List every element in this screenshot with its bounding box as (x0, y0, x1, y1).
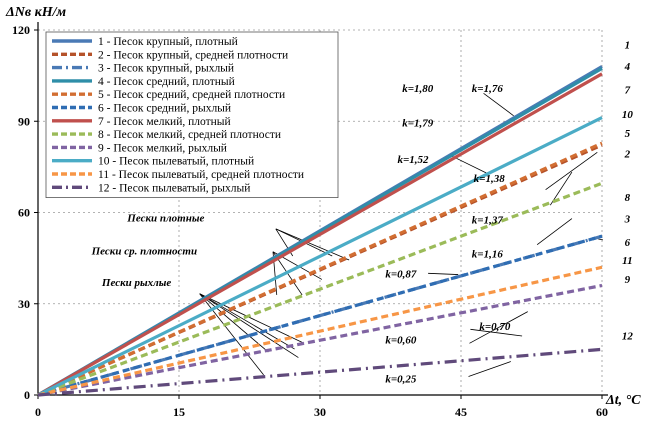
series-line-8 (37, 181, 603, 397)
annotation-pointer (545, 151, 598, 191)
tick-labels: 0 30 60 90 120 0 15 30 45 60 (12, 23, 608, 419)
series-line-12 (37, 347, 603, 397)
legend-entry-7: 7 - Песок мелкий, плотный (98, 116, 231, 128)
x-tick-label: 0 (35, 405, 41, 419)
x-axis-label: Δt, °C (605, 393, 641, 408)
x-tick-label: 30 (314, 405, 326, 419)
y-tick-label: 90 (18, 114, 30, 128)
k-label: k=1,52 (398, 154, 430, 166)
series-line-10 (37, 116, 603, 397)
annotation-pointer (483, 92, 514, 117)
series-lines (37, 65, 603, 397)
series-end-label: 5 (625, 128, 631, 140)
y-axis-label: ΔNв кН/м (5, 5, 67, 20)
axes (34, 22, 608, 399)
legend-entry-5: 5 - Песок средний, средней плотности (98, 89, 285, 101)
group-label: Пески ср. плотности (91, 245, 197, 257)
series-end-label: 4 (624, 61, 631, 73)
legend-entry-8: 8 - Песок мелкий, средней плотности (98, 129, 281, 141)
legend-entry-2: 2 - Песок крупный, средней плотности (98, 49, 288, 61)
annotation-pointer (470, 328, 523, 337)
series-end-label: 9 (625, 274, 631, 286)
y-tick-label: 0 (24, 388, 30, 402)
annotation-pointer (468, 361, 511, 377)
k-label: k=0,70 (479, 321, 511, 333)
x-tick-label: 15 (173, 405, 185, 419)
series-end-labels: 1 4 7 10 5 2 8 3 6 11 9 12 (622, 39, 634, 342)
series-end-label: 6 (625, 237, 631, 249)
series-line-11 (37, 265, 603, 397)
series-end-label: 8 (625, 192, 631, 204)
series-end-label: 11 (622, 255, 632, 267)
series-line-6 (37, 234, 603, 397)
k-labels: k=1,80 k=1,76 k=1,79 k=1,52 k=1,38 k=1,37 k=1,… (385, 83, 511, 385)
series-end-label: 10 (622, 109, 634, 121)
series-end-label: 2 (624, 148, 631, 160)
series-line-5 (37, 141, 603, 397)
annotation-pointer (199, 293, 269, 353)
k-label: k=1,80 (402, 83, 434, 95)
k-label: k=0,25 (385, 374, 417, 386)
annotation-pointer (598, 238, 604, 241)
annotation-pointer (469, 311, 528, 344)
y-tick-label: 60 (18, 206, 30, 220)
x-tick-label: 45 (455, 405, 467, 419)
legend-entry-11: 11 - Песок пылеватый, средней плотности (98, 169, 304, 181)
y-tick-label: 120 (12, 23, 30, 37)
legend-entry-9: 9 - Песок мелкий, рыхлый (98, 142, 227, 154)
series-end-label: 7 (625, 84, 631, 96)
legend-entry-4: 4 - Песок средний, плотный (98, 76, 235, 88)
k-label: k=0,60 (385, 334, 417, 346)
legend-entry-6: 6 - Песок средний, рыхлый (98, 103, 231, 115)
legend-box (45, 31, 339, 199)
annotation-pointer (199, 293, 305, 344)
k-label: k=1,37 (472, 214, 504, 226)
series-line-7 (37, 72, 603, 397)
k-label: k=0,87 (385, 269, 417, 281)
group-label: Пески плотные (126, 213, 204, 225)
group-labels: Пески плотные Пески ср. плотности Пески ры… (91, 213, 205, 289)
series-end-label: 3 (624, 214, 631, 226)
k-label: k=1,76 (472, 83, 504, 95)
annotation-pointer (536, 218, 573, 246)
k-label: k=1,79 (402, 117, 434, 129)
legend-entry-3: 3 - Песок крупный, рыхлый (98, 63, 234, 75)
k-label: k=1,38 (474, 173, 506, 185)
x-tick-label: 60 (596, 405, 608, 419)
annotation-pointer (451, 155, 487, 174)
y-tick-label: 30 (18, 297, 30, 311)
annotation-pointer (428, 272, 459, 275)
series-line-9 (37, 283, 603, 397)
legend-entry-10: 10 - Песок пылеватый, плотный (98, 156, 254, 168)
legend-entry-12: 12 - Песок пылеватый, рыхлый (98, 182, 250, 194)
group-label: Пески рыхлые (101, 277, 172, 289)
series-end-label: 1 (625, 39, 631, 51)
legend-entry-1: 1 - Песок крупный, плотный (98, 36, 238, 48)
annotation-pointer (199, 293, 264, 376)
k-label: k=1,16 (472, 249, 504, 261)
annotation-pointer (275, 228, 350, 261)
series-end-label: 12 (622, 331, 634, 343)
